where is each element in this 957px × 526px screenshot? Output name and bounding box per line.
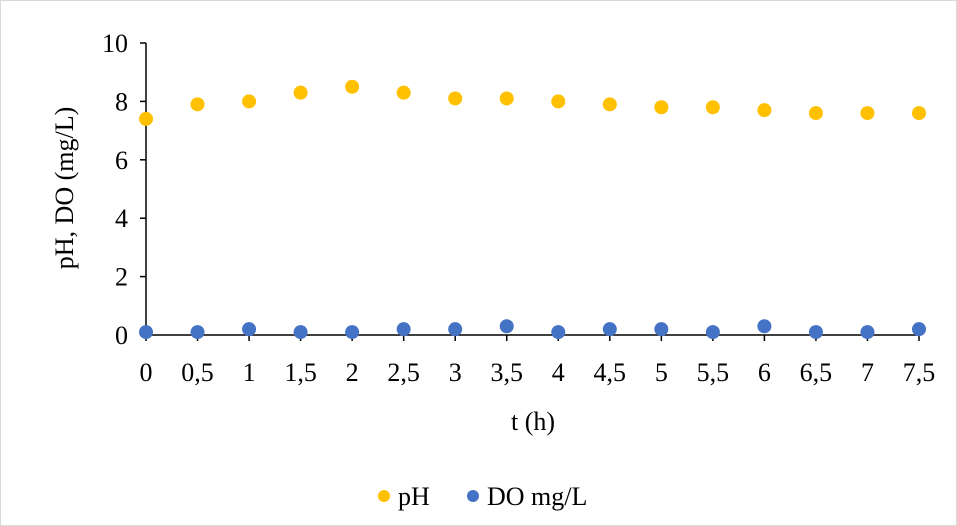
point-ph	[757, 103, 772, 118]
x-tick-label: 1	[243, 358, 256, 387]
x-tick-label: 3,5	[490, 358, 523, 387]
x-tick-label: 5	[655, 358, 668, 387]
x-tick-label: 6,5	[800, 358, 833, 387]
x-tick-label: 0,5	[181, 358, 214, 387]
point-do-mg-l	[757, 319, 772, 334]
point-do-mg-l	[602, 322, 617, 337]
point-do-mg-l	[345, 325, 360, 340]
point-do-mg-l	[912, 322, 926, 337]
point-ph	[190, 97, 205, 112]
y-tick-label: 4	[115, 204, 128, 233]
point-do-mg-l	[139, 325, 153, 340]
x-tick-label: 1,5	[284, 358, 317, 387]
point-do-mg-l	[654, 322, 669, 337]
point-ph	[705, 100, 720, 115]
legend-label-do: DO mg/L	[487, 482, 587, 511]
y-tick-label: 0	[115, 321, 128, 350]
x-tick-label: 4	[552, 358, 565, 387]
point-do-mg-l	[499, 319, 514, 334]
point-do-mg-l	[293, 325, 308, 340]
point-ph	[602, 97, 617, 112]
point-do-mg-l	[190, 325, 205, 340]
axes	[140, 42, 920, 341]
legend-marker-do	[467, 490, 479, 502]
x-tick-labels: 0 0,5 1 1,5 2 2,5 3 3,5 4 4,5 5 5,5 6 6,5 7 7,5	[140, 358, 936, 387]
point-do-mg-l	[396, 322, 411, 337]
data-points	[139, 79, 926, 340]
x-axis-title: t (h)	[511, 407, 555, 436]
point-do-mg-l	[705, 325, 720, 340]
y-tick-label: 6	[115, 146, 128, 175]
x-tick-label: 6	[758, 358, 771, 387]
point-ph	[396, 85, 411, 100]
legend-marker-ph	[378, 490, 390, 502]
x-tick-label: 0	[140, 358, 153, 387]
x-tick-label: 3	[449, 358, 462, 387]
point-do-mg-l	[551, 325, 566, 340]
point-ph	[293, 85, 308, 100]
point-ph	[139, 111, 153, 126]
point-do-mg-l	[860, 325, 875, 340]
y-tick-label: 8	[115, 87, 128, 116]
y-axis-title: pH, DO (mg/L)	[50, 107, 79, 269]
point-ph	[448, 91, 463, 106]
point-do-mg-l	[242, 322, 257, 337]
point-ph	[860, 106, 875, 121]
x-tick-label: 2,5	[387, 358, 420, 387]
point-do-mg-l	[808, 325, 823, 340]
legend: pH DO mg/L	[378, 482, 587, 511]
point-ph	[654, 100, 669, 115]
point-ph	[912, 106, 926, 121]
x-tick-label: 2	[346, 358, 359, 387]
point-ph	[808, 106, 823, 121]
legend-label-ph: pH	[398, 482, 430, 511]
point-ph	[551, 94, 566, 109]
x-tick-label: 5,5	[697, 358, 730, 387]
point-ph	[345, 79, 360, 94]
point-ph	[499, 91, 514, 106]
y-tick-label: 2	[115, 263, 128, 292]
y-tick-labels: 0 2 4 6 8 10	[102, 29, 128, 350]
x-tick-label: 7,5	[903, 358, 936, 387]
point-ph	[242, 94, 257, 109]
x-tick-label: 7	[861, 358, 874, 387]
point-do-mg-l	[448, 322, 463, 337]
y-tick-label: 10	[102, 29, 128, 58]
x-tick-label: 4,5	[594, 358, 627, 387]
